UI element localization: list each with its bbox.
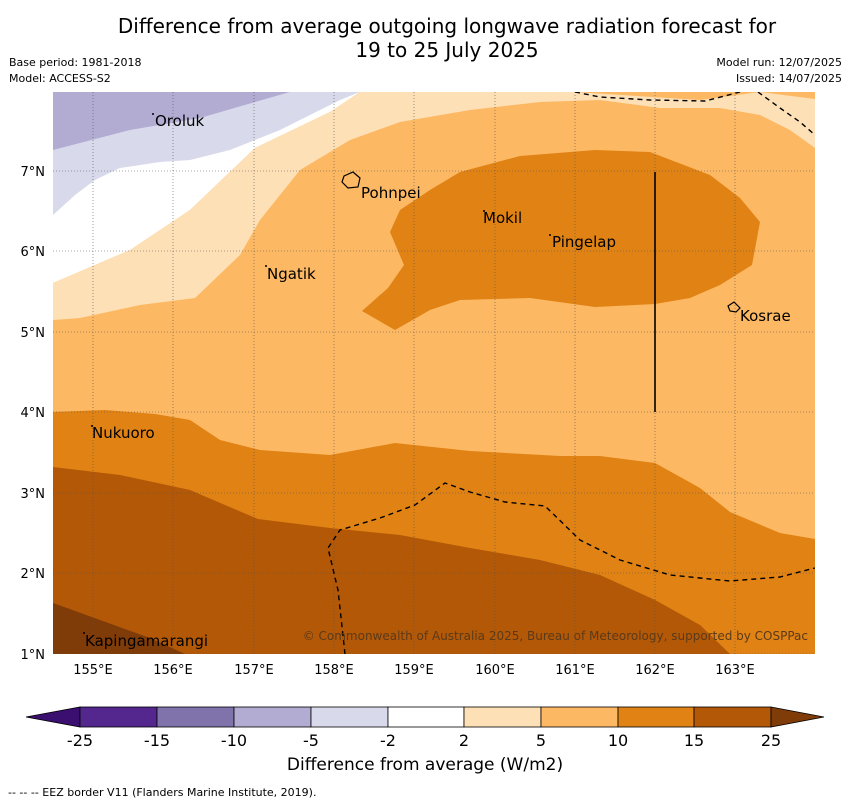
place-label-nukuoro: Nukuoro	[92, 424, 155, 442]
place-label-oroluk: Oroluk	[155, 112, 204, 130]
issued-text: Issued: 14/07/2025	[735, 72, 842, 85]
eez-border-northeast	[757, 92, 815, 136]
kapingamarangi-atoll-mark	[83, 632, 85, 634]
colorbar-extend-high	[770, 706, 825, 728]
eez-border	[327, 92, 815, 654]
colorbar-tick-label: 10	[608, 731, 628, 750]
colorbar-tick-label: -10	[221, 731, 247, 750]
longitude-tick-label: 158°E	[314, 663, 354, 678]
latitude-tick-label: 1°N	[21, 648, 46, 663]
colorbar-segment	[310, 706, 389, 728]
colorbar-segment	[463, 706, 542, 728]
place-label-pingelap: Pingelap	[552, 233, 616, 251]
model-run-text: Model run: 12/07/2025	[716, 56, 842, 69]
kosrae-island-outline	[727, 301, 741, 313]
eez-footnote: -- -- -- EEZ border V11 (Flanders Marine…	[8, 786, 317, 799]
ngatik-atoll-mark	[265, 265, 267, 267]
oroluk-atoll-mark	[152, 113, 154, 115]
latitude-tick-label: 7°N	[21, 165, 46, 180]
longitude-tick-labels: 155°E 156°E 157°E 158°E 159°E 160°E 161°E 162°E…	[73, 663, 755, 678]
nukuoro-atoll-mark	[91, 425, 93, 427]
colorbar-segment	[617, 706, 695, 728]
colorbar-tick-label: -2	[380, 731, 396, 750]
map-title: Difference from average outgoing longwav…	[0, 14, 850, 62]
eez-border-south	[327, 482, 815, 654]
colorbar-tick-labels: -25 -15 -10 -5 -2 2 5 10 15 25	[67, 731, 781, 750]
longitude-tick-label: 157°E	[234, 663, 274, 678]
colorbar-segment	[156, 706, 235, 728]
longitude-tick-label: 156°E	[153, 663, 193, 678]
colorbar-tick-label: 5	[536, 731, 546, 750]
colorbar-extend-low	[25, 706, 81, 728]
anomaly-fill-10-15-north	[362, 150, 760, 330]
place-label-pohnpei: Pohnpei	[361, 184, 421, 202]
colorbar-segment	[233, 706, 312, 728]
eez-border-north	[574, 92, 741, 102]
latitude-tick-label: 6°N	[21, 245, 46, 260]
longitude-tick-label: 162°E	[635, 663, 675, 678]
latitude-tick-label: 2°N	[21, 567, 46, 582]
place-label-kapingamarangi: Kapingamarangi	[85, 632, 208, 650]
longitude-tick-label: 160°E	[475, 663, 515, 678]
longitude-tick-label: 163°E	[715, 663, 755, 678]
longitude-tick-label: 159°E	[394, 663, 434, 678]
atoll-marks	[83, 113, 551, 634]
colorbar-tick-label: 25	[761, 731, 781, 750]
colorbar-label: Difference from average (W/m2)	[286, 755, 564, 775]
colorbar-tick-label: -15	[144, 731, 170, 750]
colorbar-segment	[79, 706, 158, 728]
place-label-ngatik: Ngatik	[267, 265, 316, 283]
colorbar	[25, 706, 825, 728]
place-label-mokil: Mokil	[483, 209, 522, 227]
mokil-atoll-mark	[483, 210, 485, 212]
anomaly-fill-15-25	[53, 467, 730, 654]
meta-left: Base period: 1981-2018 Model: ACCESS-S2	[9, 55, 141, 87]
base-period-text: Base period: 1981-2018	[9, 56, 142, 69]
pingelap-atoll-mark	[549, 234, 551, 236]
colorbar-tick-label: -25	[67, 731, 93, 750]
copyright-text: © Commonwealth of Australia 2025, Bureau…	[303, 629, 808, 643]
latitude-tick-label: 3°N	[21, 487, 46, 502]
colorbar-tick-label: 2	[459, 731, 469, 750]
model-text: Model: ACCESS-S2	[9, 72, 111, 85]
anomaly-fill-over-25	[53, 603, 185, 654]
colorbar-tick-label: -5	[303, 731, 319, 750]
islands	[341, 171, 741, 313]
latitude-tick-label: 5°N	[21, 326, 46, 341]
colorbar-segment	[540, 706, 619, 728]
anomaly-fill-minus10-minus5	[53, 92, 290, 150]
title-line-1: Difference from average outgoing longwav…	[117, 14, 777, 38]
pohnpei-island-outline	[341, 171, 361, 189]
colorbar-segment	[387, 706, 465, 728]
place-label-kosrae: Kosrae	[740, 307, 791, 325]
latitude-tick-labels: 1°N 2°N 3°N 4°N 5°N 6°N 7°N	[21, 165, 46, 663]
title-line-2: 19 to 25 July 2025	[355, 38, 539, 62]
meta-right: Model run: 12/07/2025 Issued: 14/07/2025	[716, 55, 842, 87]
colorbar-tick-label: 15	[684, 731, 704, 750]
anomaly-fill-2-5	[53, 92, 815, 320]
map-plot-area: Oroluk Pohnpei Mokil Pingelap Ngatik Kosrae Nu…	[53, 92, 815, 654]
longitude-tick-label: 161°E	[555, 663, 595, 678]
latitude-tick-label: 4°N	[21, 406, 46, 421]
longitude-tick-label: 155°E	[73, 663, 113, 678]
place-labels: Oroluk Pohnpei Mokil Pingelap Ngatik Kosrae Nu…	[85, 112, 791, 650]
colorbar-segment	[693, 706, 772, 728]
